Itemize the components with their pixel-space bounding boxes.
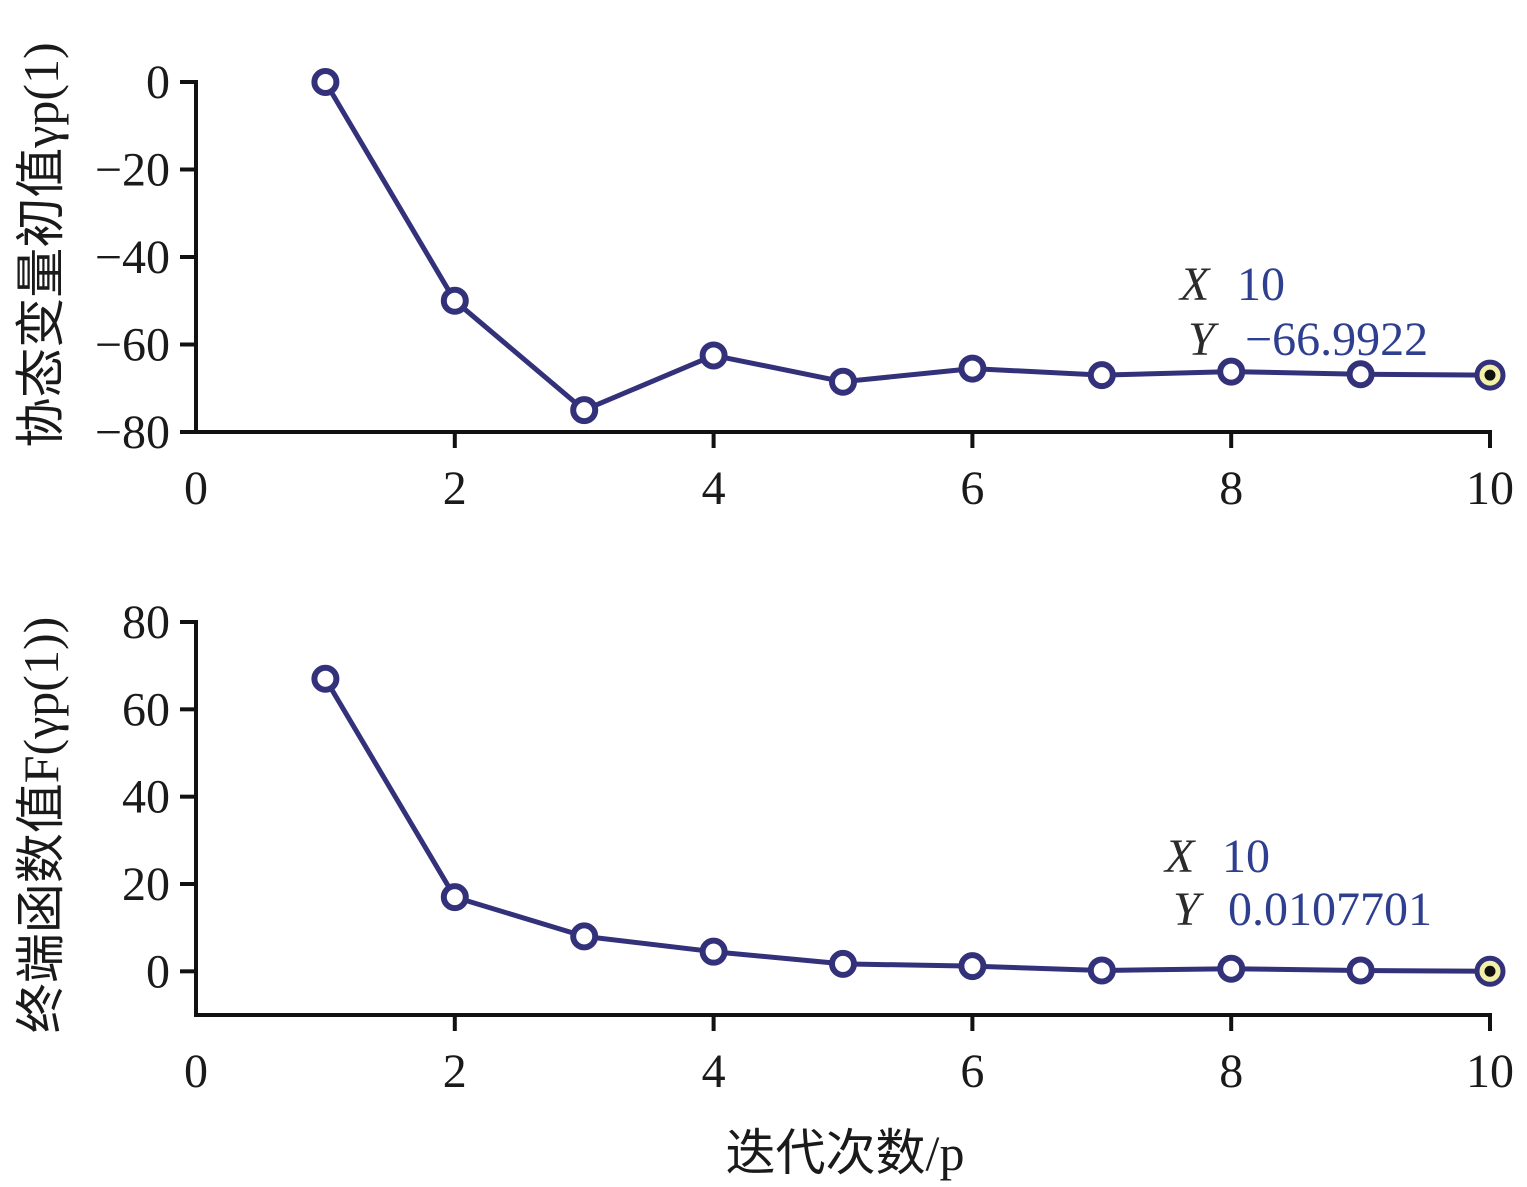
bot-x-tick-label: 6 bbox=[960, 1045, 984, 1098]
bot-x-tick-label: 8 bbox=[1219, 1045, 1243, 1098]
top-datatip: X 10 Y −66.9922 bbox=[1178, 258, 1428, 366]
top-y-tick-label: −40 bbox=[95, 231, 170, 284]
top-ticks: 0 −20 −40 −60 −80 0 2 4 6 8 10 bbox=[95, 56, 1514, 515]
bot-y-tick-label: 60 bbox=[122, 683, 170, 736]
bot-y-tick-label: 80 bbox=[122, 596, 170, 649]
top-point-marker bbox=[440, 286, 469, 315]
bottom-datatip-x-value: 10 bbox=[1222, 830, 1270, 883]
bottom-axes bbox=[194, 620, 1492, 1017]
top-markers bbox=[311, 68, 1506, 425]
bot-y-tick-label: 40 bbox=[122, 771, 170, 824]
top-datatip-y-value: −66.9922 bbox=[1245, 313, 1428, 366]
chart-bottom: 80 60 40 20 00 2 4 6 8 10 X 10 Y 0.0107701 终端函数值F… bbox=[13, 596, 1514, 1181]
bottom-datatip-x-key: X bbox=[1163, 830, 1196, 883]
top-point-marker bbox=[1346, 360, 1375, 389]
bot-y-tick-label: 0 bbox=[146, 945, 170, 998]
bot-point-marker bbox=[570, 922, 599, 951]
top-datatip-marker-dot bbox=[1484, 369, 1496, 381]
top-y-tick-label: −60 bbox=[95, 319, 170, 372]
top-point-marker bbox=[311, 68, 340, 96]
top-y-tick-label: −20 bbox=[95, 144, 170, 197]
top-y-tick-label: 0 bbox=[146, 56, 170, 109]
bot-point-marker bbox=[1087, 956, 1116, 985]
bot-point-marker bbox=[311, 664, 340, 693]
bot-x-tick-label: 4 bbox=[702, 1045, 726, 1098]
bot-x-tick-label: 10 bbox=[1466, 1045, 1514, 1098]
top-x-tick-label: 0 bbox=[184, 462, 208, 515]
bot-point-marker bbox=[699, 937, 728, 966]
top-x-tick-label: 6 bbox=[960, 462, 984, 515]
top-x-tick-label: 10 bbox=[1466, 462, 1514, 515]
top-x-tick-label: 8 bbox=[1219, 462, 1243, 515]
top-series-line bbox=[323, 80, 1491, 413]
bottom-ticks: 80 60 40 20 00 2 4 6 8 10 bbox=[122, 596, 1514, 1098]
bottom-series-line bbox=[323, 677, 1491, 974]
top-point-marker bbox=[829, 367, 857, 396]
bot-datatip-marker-dot bbox=[1484, 965, 1496, 977]
bottom-markers bbox=[311, 664, 1506, 987]
bot-point-marker bbox=[1346, 956, 1375, 985]
bottom-datatip-y-value: 0.0107701 bbox=[1228, 883, 1432, 936]
top-datatip-y-key: Y bbox=[1188, 313, 1219, 366]
bot-y-tick-label: 20 bbox=[122, 858, 170, 911]
bot-point-marker bbox=[440, 883, 469, 912]
top-point-marker bbox=[699, 341, 728, 370]
top-point-marker bbox=[1217, 357, 1246, 386]
bottom-datatip: X 10 Y 0.0107701 bbox=[1163, 830, 1432, 936]
chart-top: 0 −20 −40 −60 −80 0 2 4 6 8 10 X 10 Y −66.9922 协态变… bbox=[13, 42, 1514, 515]
bot-point-marker bbox=[958, 952, 987, 981]
bottom-datatip-y-key: Y bbox=[1173, 883, 1204, 936]
top-y-axis-label: 协态变量初值γp(1) bbox=[13, 42, 69, 447]
top-datatip-x-value: 10 bbox=[1237, 258, 1285, 311]
bot-x-tick-label: 2 bbox=[443, 1045, 467, 1098]
x-axis-label: 迭代次数/p bbox=[726, 1125, 965, 1181]
top-point-marker bbox=[1087, 361, 1116, 390]
bot-point-marker bbox=[829, 949, 857, 978]
top-y-tick-label: −80 bbox=[95, 406, 170, 459]
bottom-y-axis-label: 终端函数值F(γp(1)) bbox=[13, 617, 69, 1034]
top-x-tick-label: 2 bbox=[443, 462, 467, 515]
top-datatip-x-key: X bbox=[1178, 258, 1211, 311]
top-x-tick-label: 4 bbox=[702, 462, 726, 515]
top-point-marker bbox=[958, 354, 987, 383]
top-point-marker bbox=[570, 396, 599, 425]
bot-x-tick-label: 0 bbox=[184, 1045, 208, 1098]
bot-point-marker bbox=[1217, 954, 1246, 983]
